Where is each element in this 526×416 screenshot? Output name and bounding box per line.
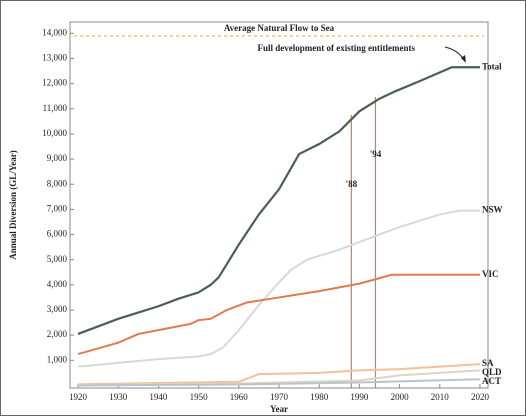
x-tick-label: 1980 (310, 392, 329, 402)
x-tick-label: 1940 (149, 392, 168, 402)
x-tick-label: 2020 (471, 392, 490, 402)
series-label: VIC (482, 269, 499, 279)
series-label: QLD (482, 367, 502, 377)
x-tick-label: 1950 (190, 392, 209, 402)
y-tick-label: 11,000 (43, 103, 68, 113)
annotation: Full development of existing entitlement… (258, 43, 416, 53)
y-tick-label: 9,000 (47, 153, 68, 163)
y-axis-label: Annual Diversion (GL/Year) (8, 150, 18, 260)
y-tick-label: 12,000 (42, 78, 67, 88)
y-tick-label: 3,000 (47, 304, 68, 314)
x-tick-label: 1990 (350, 392, 369, 402)
y-tick-label: 13,000 (42, 53, 67, 63)
y-tick-label: 4,000 (47, 279, 68, 289)
series-label: ACT (482, 376, 501, 386)
series-line (78, 378, 480, 387)
x-axis-label: Year (270, 404, 288, 414)
y-tick-label: 14,000 (42, 27, 67, 37)
series-label: NSW (482, 205, 503, 215)
series-line (77, 273, 480, 356)
series-line (78, 363, 481, 386)
series-label: SA (482, 358, 494, 368)
series-label: Total (482, 61, 502, 71)
x-tick-label: 1970 (270, 392, 289, 402)
y-tick-label: 8,000 (47, 178, 68, 188)
y-tick-label: 7,000 (47, 203, 68, 213)
y-tick-label: 2,000 (47, 329, 68, 339)
x-tick-label: 1960 (230, 392, 249, 402)
vertical-line-label: '88 (346, 179, 358, 189)
x-tick-label: 2010 (431, 392, 450, 402)
reference-label: Average Natural Flow to Sea (224, 23, 335, 33)
x-tick-label: 1930 (109, 392, 128, 402)
x-tick-label: 1920 (69, 392, 88, 402)
y-tick-label: 1,000 (47, 354, 68, 364)
series-line (77, 66, 480, 335)
y-tick-label: 10,000 (42, 128, 67, 138)
arrow-head (461, 55, 466, 63)
plot-frame (69, 21, 489, 389)
series-line (77, 209, 480, 368)
vertical-line-label: '94 (370, 149, 382, 159)
y-tick-label: 6,000 (47, 229, 68, 239)
y-tick-label: 5,000 (47, 254, 68, 264)
x-tick-label: 2000 (391, 392, 410, 402)
